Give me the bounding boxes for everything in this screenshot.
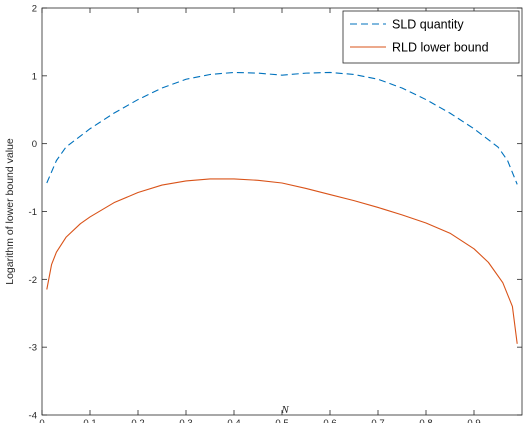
x-tick-label: 0.3: [179, 418, 192, 423]
plot-area: [41, 7, 523, 416]
y-tick-label: 2: [32, 4, 37, 15]
x-axis-label: N: [280, 404, 289, 416]
series-line-sld: [46, 71, 518, 185]
y-axis-label: Logarithm of lower bound value: [4, 138, 16, 285]
x-tick-label: 0.9: [467, 418, 480, 423]
x-tick-label: 0.1: [83, 418, 96, 423]
y-tick-label: -3: [29, 343, 37, 354]
x-tick-label: 0.7: [371, 418, 384, 423]
x-tick-label: 0.6: [323, 418, 336, 423]
x-tick-label: 0.8: [419, 418, 432, 423]
legend-label-sld: SLD quantity: [392, 18, 464, 32]
legend: SLD quantity RLD lower bound: [342, 10, 520, 64]
x-tick-label: 0.4: [227, 418, 240, 423]
x-tick-label: 0: [39, 418, 44, 423]
y-tick-label: -2: [29, 275, 37, 286]
legend-label-rld: RLD lower bound: [392, 41, 489, 55]
series-lines: [46, 71, 518, 344]
y-tick-label: -4: [29, 411, 37, 422]
y-tick-label: 0: [32, 139, 37, 150]
legend-box: [342, 10, 520, 64]
x-tick-label: 0.2: [131, 418, 144, 423]
series-line-rld: [46, 178, 518, 344]
y-tick-label: 1: [32, 71, 37, 82]
x-tick-label: 0.5: [275, 418, 288, 423]
y-tick-label: -1: [29, 207, 37, 218]
